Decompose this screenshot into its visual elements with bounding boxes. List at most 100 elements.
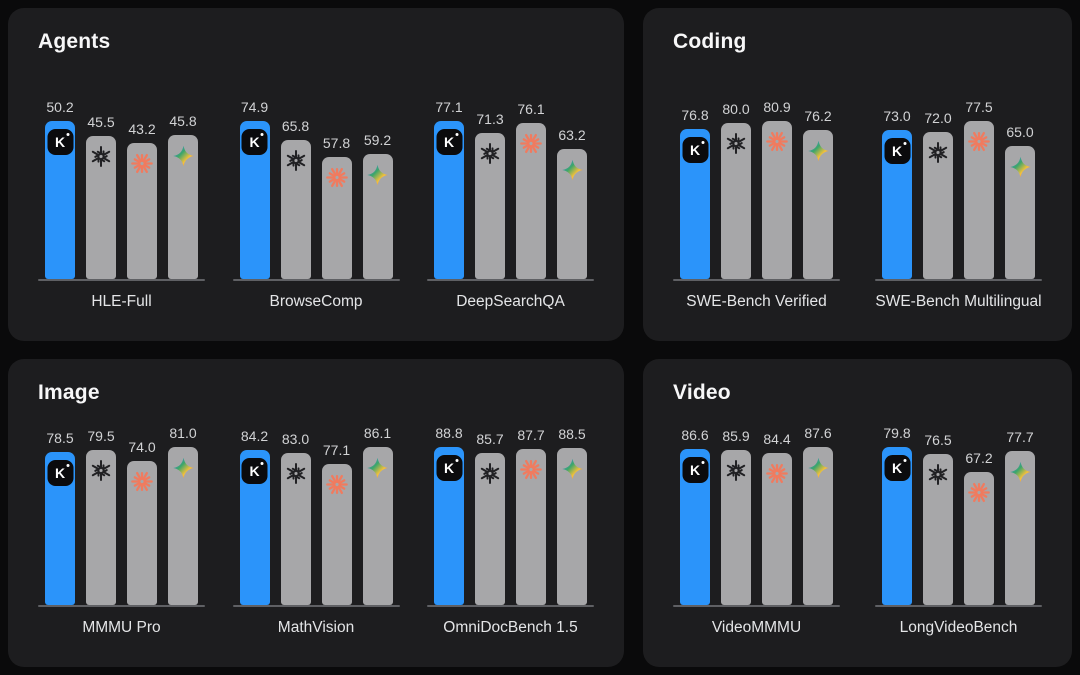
claude-sunburst-icon	[323, 164, 350, 191]
bar-column-kimi: 74.9 K	[239, 99, 270, 279]
bar-value-label: 87.7	[517, 427, 545, 443]
kimi-k-badge-icon: K	[682, 456, 709, 483]
bar-claude	[516, 123, 546, 279]
bar-value-label: 84.4	[763, 431, 791, 447]
bar-column-gemini: 65.0	[1005, 124, 1035, 279]
bar-column-kimi: 77.1 K	[434, 99, 464, 279]
bar-openai	[280, 140, 311, 279]
bar-value-label: 85.7	[476, 431, 504, 447]
claude-sunburst-icon	[764, 128, 791, 155]
bar-value-label: 45.5	[87, 114, 115, 130]
bar-row: 84.2 K 83.0 77.1 86.1	[233, 425, 400, 605]
openai-logo-icon	[88, 457, 115, 484]
bar-column-kimi: 84.2 K	[239, 428, 270, 605]
claude-sunburst-icon	[966, 128, 993, 155]
panel-title-agents: Agents	[38, 30, 111, 53]
bar-claude	[321, 464, 352, 605]
bar-gemini	[557, 448, 587, 605]
bar-value-label: 67.2	[965, 450, 993, 466]
openai-logo-icon	[723, 130, 750, 157]
bar-column-openai: 71.3	[475, 111, 505, 279]
bar-kimi: K	[239, 121, 270, 279]
bar-value-label: 76.5	[924, 432, 952, 448]
bar-openai	[721, 123, 751, 279]
panel-title-coding: Coding	[673, 30, 747, 53]
bar-value-label: 76.8	[681, 107, 709, 123]
bar-value-label: 50.2	[46, 99, 74, 115]
claude-sunburst-icon	[323, 471, 350, 498]
bar-row: 77.1 K 71.3 76.1 63.2	[427, 99, 594, 279]
bar-column-gemini: 87.6	[803, 425, 833, 605]
kimi-k-badge-icon: K	[884, 137, 911, 164]
claude-sunburst-icon	[966, 479, 993, 506]
panel-coding: Coding 76.8 K 80.0 80.9 76.2 SWE-Bench Verif…	[643, 8, 1072, 341]
bar-kimi: K	[882, 130, 912, 279]
kimi-k-badge-icon: K	[884, 454, 911, 481]
bar-column-openai: 80.0	[721, 101, 751, 279]
bar-gemini	[1005, 146, 1035, 279]
bar-value-label: 86.1	[363, 425, 392, 441]
bar-value-label: 86.6	[681, 427, 709, 443]
bar-column-claude: 43.2	[127, 121, 157, 279]
group-baseline	[427, 279, 594, 281]
group-baseline	[232, 605, 400, 607]
bar-column-gemini: 88.5	[557, 426, 587, 605]
bar-kimi: K	[680, 449, 710, 605]
bar-column-kimi: 76.8 K	[680, 107, 710, 279]
bar-column-claude: 67.2	[964, 450, 994, 605]
gemini-star-icon	[559, 156, 586, 183]
bar-column-gemini: 81.0	[168, 425, 198, 605]
gemini-star-icon	[170, 454, 197, 481]
group-baseline	[875, 279, 1042, 281]
bar-gemini	[557, 149, 587, 279]
benchmark-label: MathVision	[277, 619, 355, 636]
openai-logo-icon	[925, 139, 952, 166]
bar-value-label: 79.5	[87, 428, 115, 444]
benchmark-label: MMMU Pro	[82, 619, 161, 636]
bar-value-label: 81.0	[169, 425, 197, 441]
bar-column-claude: 57.8	[321, 135, 352, 279]
bar-value-label: 76.2	[804, 108, 832, 124]
bar-value-label: 45.8	[169, 113, 197, 129]
bar-claude	[127, 143, 157, 279]
benchmark-group: 77.1 K 71.3 76.1 63.2 DeepSearchQA	[427, 99, 594, 311]
group-baseline	[673, 279, 840, 281]
benchmark-label: SWE-Bench Verified	[686, 293, 827, 310]
bar-row: 74.9 K 65.8 57.8 59.2	[233, 99, 400, 279]
claude-sunburst-icon	[129, 468, 156, 495]
openai-logo-icon	[282, 460, 309, 487]
benchmark-label: SWE-Bench Multilingual	[875, 293, 1042, 310]
bar-value-label: 65.0	[1006, 124, 1034, 140]
gemini-star-icon	[805, 137, 832, 164]
bar-openai	[923, 132, 953, 279]
panel-image: Image 78.5 K 79.5 74.0 81.0 MMMU Pro 84.2 K 83.…	[8, 359, 624, 667]
bar-column-claude: 87.7	[516, 427, 546, 605]
benchmark-group: 79.8 K 76.5 67.2 77.7 LongVideoBench	[875, 425, 1042, 637]
bar-row: 78.5 K 79.5 74.0 81.0	[38, 425, 205, 605]
openai-logo-icon	[477, 460, 504, 487]
openai-logo-icon	[88, 143, 115, 170]
bar-column-openai: 85.7	[475, 431, 505, 605]
bar-value-label: 85.9	[722, 428, 750, 444]
bar-row: 76.8 K 80.0 80.9 76.2	[673, 99, 840, 279]
bar-openai	[475, 453, 505, 605]
bar-value-label: 84.2	[240, 428, 269, 444]
benchmark-group: 74.9 K 65.8 57.8 59.2 BrowseComp	[232, 99, 400, 311]
chart-coding: 76.8 K 80.0 80.9 76.2 SWE-Bench Verified 73.0…	[673, 99, 1042, 311]
openai-logo-icon	[282, 147, 309, 174]
bar-value-label: 79.8	[883, 425, 911, 441]
bar-column-kimi: 88.8 K	[434, 425, 464, 605]
kimi-k-badge-icon: K	[682, 136, 709, 163]
bar-row: 88.8 K 85.7 87.7 88.5	[427, 425, 594, 605]
bar-value-label: 88.8	[435, 425, 463, 441]
bar-value-label: 72.0	[924, 110, 952, 126]
bar-column-gemini: 86.1	[362, 425, 393, 605]
bar-openai	[721, 450, 751, 605]
benchmark-label: BrowseComp	[269, 293, 363, 310]
bar-column-openai: 76.5	[923, 432, 953, 605]
bar-value-label: 59.2	[363, 132, 392, 148]
claude-sunburst-icon	[764, 460, 791, 487]
bar-value-label: 80.0	[722, 101, 750, 117]
claude-sunburst-icon	[518, 130, 545, 157]
